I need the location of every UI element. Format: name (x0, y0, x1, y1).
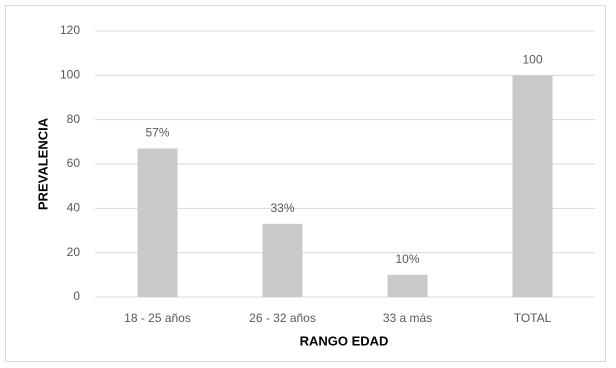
bar-annotation: 100 (522, 53, 542, 67)
x-axis-title: RANGO EDAD (300, 333, 389, 348)
bar-annotation: 10% (395, 252, 419, 266)
y-tick-label: 120 (60, 23, 80, 37)
bar (137, 148, 178, 297)
y-tick-label: 80 (67, 112, 81, 126)
x-tick-label: TOTAL (514, 311, 552, 325)
y-tick-label: 100 (60, 68, 80, 82)
x-tick-label: 26 - 32 años (249, 311, 316, 325)
y-tick-label: 20 (67, 245, 81, 259)
y-tick-label: 0 (73, 289, 80, 303)
y-axis-title: PREVALENCIA (35, 117, 50, 210)
bar (512, 75, 553, 297)
y-tick-label: 40 (67, 201, 81, 215)
bar (262, 223, 303, 297)
x-tick-label: 33 a más (383, 311, 432, 325)
bar-annotation: 33% (270, 201, 294, 215)
y-tick-label: 60 (67, 156, 81, 170)
x-tick-label: 18 - 25 años (124, 311, 191, 325)
bar-annotation: 57% (145, 126, 169, 140)
bar (387, 274, 428, 297)
chart-border (5, 5, 606, 362)
